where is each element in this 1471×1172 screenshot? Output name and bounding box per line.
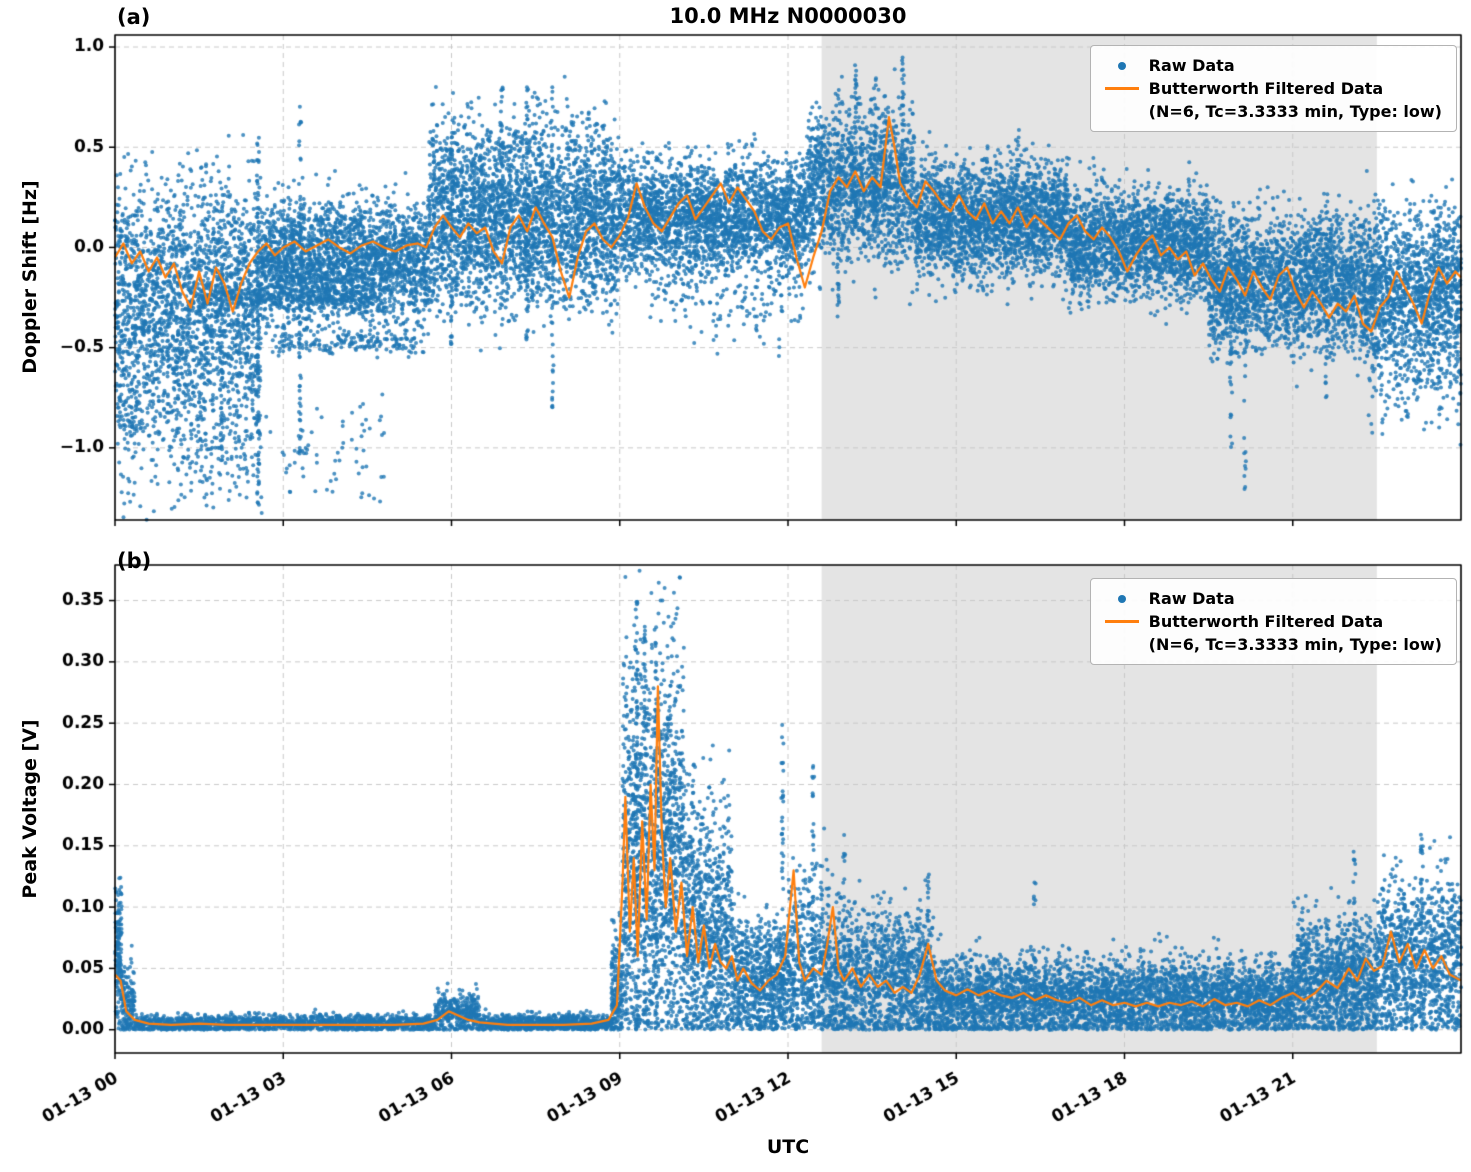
legend-item-raw: Raw Data — [1105, 587, 1442, 610]
legend-filtered-sublabel: (N=6, Tc=3.3333 min, Type: low) — [1148, 102, 1442, 121]
filtered-data-marker — [1104, 620, 1139, 623]
y-axis-label-doppler: Doppler Shift [Hz] — [19, 180, 41, 374]
legend-item-filtered-sub: (N=6, Tc=3.3333 min, Type: low) — [1105, 633, 1442, 656]
legend-panel-a: Raw Data Butterworth Filtered Data (N=6,… — [1089, 45, 1457, 132]
legend-item-filtered: Butterworth Filtered Data — [1104, 610, 1442, 633]
raw-marker-cell — [1105, 594, 1139, 603]
legend-item-filtered: Butterworth Filtered Data — [1104, 77, 1442, 100]
legend-panel-b: Raw Data Butterworth Filtered Data (N=6,… — [1089, 578, 1457, 665]
raw-data-marker — [1117, 61, 1126, 70]
filtered-marker-cell — [1104, 87, 1139, 90]
legend-raw-label: Raw Data — [1148, 56, 1235, 75]
legend-item-filtered-sub: (N=6, Tc=3.3333 min, Type: low) — [1105, 100, 1442, 123]
filtered-marker-cell — [1104, 620, 1139, 623]
chart-title: 10.0 MHz N0000030 — [669, 4, 907, 28]
y-axis-label-voltage: Peak Voltage [V] — [19, 719, 41, 899]
raw-data-marker — [1117, 594, 1126, 603]
filtered-data-marker — [1104, 87, 1139, 90]
legend-filtered-label: Butterworth Filtered Data — [1148, 612, 1384, 631]
legend-raw-label: Raw Data — [1148, 589, 1235, 608]
legend-item-raw: Raw Data — [1105, 54, 1442, 77]
panel-b-label: (b) — [117, 549, 152, 573]
legend-filtered-label: Butterworth Filtered Data — [1148, 79, 1384, 98]
panel-a-label: (a) — [117, 5, 151, 29]
x-axis-label: UTC — [766, 1136, 810, 1158]
raw-marker-cell — [1105, 61, 1139, 70]
legend-filtered-sublabel: (N=6, Tc=3.3333 min, Type: low) — [1148, 635, 1442, 654]
